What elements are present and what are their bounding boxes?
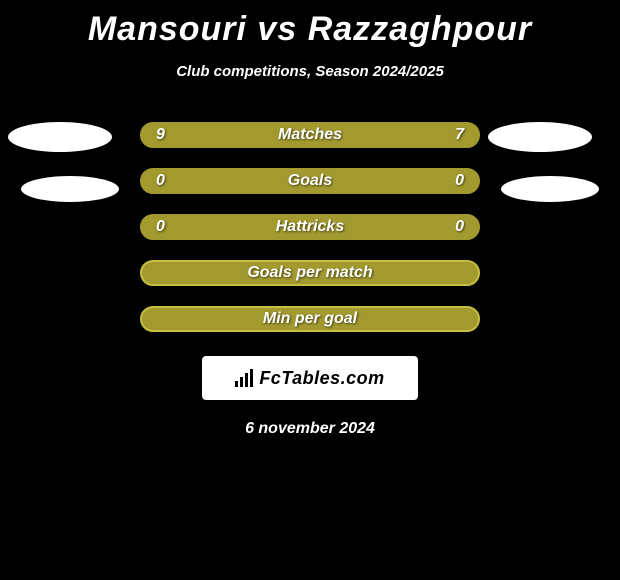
player-marker-ellipse: [501, 176, 599, 202]
logo-text: FcTables.com: [259, 368, 384, 389]
stat-label: Hattricks: [142, 218, 478, 236]
stat-label: Matches: [142, 126, 478, 144]
stat-bar: 0Hattricks0: [140, 214, 480, 240]
stat-label: Goals per match: [142, 264, 478, 282]
logo-bars-icon: [235, 369, 253, 387]
player-marker-ellipse: [8, 122, 112, 152]
stat-rows: 9Matches7 0Goals0 0Hattricks0 Goals per mat…: [0, 122, 620, 332]
stat-label: Goals: [142, 172, 478, 190]
snapshot-date: 6 november 2024: [0, 420, 620, 438]
stat-bar: 0Goals0: [140, 168, 480, 194]
stat-bar: Min per goal: [140, 306, 480, 332]
player-marker-ellipse: [488, 122, 592, 152]
player-marker-ellipse: [21, 176, 119, 202]
comparison-title: Mansouri vs Razzaghpour: [0, 0, 620, 49]
fctables-logo: FcTables.com: [202, 356, 418, 400]
comparison-subtitle: Club competitions, Season 2024/2025: [0, 63, 620, 80]
stat-bar: Goals per match: [140, 260, 480, 286]
stat-bar: 9Matches7: [140, 122, 480, 148]
stat-label: Min per goal: [142, 310, 478, 328]
